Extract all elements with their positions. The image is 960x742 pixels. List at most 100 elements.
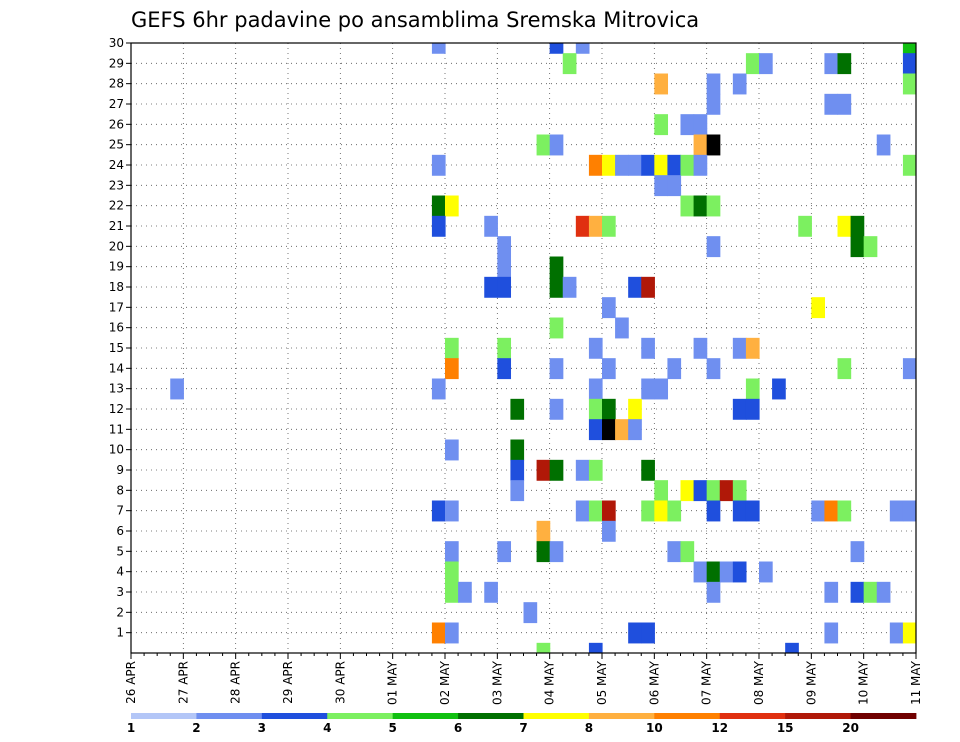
precip-cell: [667, 358, 682, 380]
x-tick-label: 04 MAY: [543, 660, 557, 705]
y-tick-label: 3: [116, 585, 124, 599]
precip-cell: [497, 256, 512, 278]
precip-cell: [549, 317, 564, 339]
y-tick-label: 17: [109, 300, 124, 314]
precip-cell: [445, 439, 459, 461]
precip-cell: [824, 500, 839, 522]
x-tick-label: 02 MAY: [438, 660, 452, 705]
precip-cell: [824, 53, 839, 75]
precip-cell: [837, 500, 852, 522]
precip-cell: [588, 215, 603, 237]
legend-swatch: [261, 713, 328, 719]
precip-cell: [431, 43, 446, 54]
precip-cell: [680, 195, 695, 217]
precip-cell: [693, 480, 708, 502]
precip-cell: [523, 602, 538, 624]
precip-cell: [654, 480, 669, 502]
y-tick-label: 2: [116, 605, 124, 619]
x-tick-label: 06 MAY: [647, 660, 661, 705]
precip-cell: [445, 500, 459, 522]
precip-cell: [536, 459, 551, 481]
precip-cell: [732, 561, 747, 583]
precip-cell: [824, 581, 839, 603]
y-tick-label: 26: [109, 117, 124, 131]
precip-cell: [497, 358, 512, 380]
y-tick-label: 20: [109, 239, 124, 253]
precip-cell: [549, 256, 564, 278]
precip-cell: [837, 93, 852, 115]
precip-cell: [641, 378, 655, 400]
y-axis-ticks: 1234567891011121314151617181920212223242…: [109, 36, 131, 640]
precip-cell: [549, 134, 564, 156]
precip-cell: [431, 622, 446, 644]
precip-cell: [667, 500, 682, 522]
precip-cell: [745, 378, 760, 400]
y-tick-label: 21: [109, 219, 124, 233]
legend-swatch: [196, 713, 263, 719]
legend-swatch: [458, 713, 524, 719]
precip-cell: [510, 459, 525, 481]
precip-cell: [641, 622, 655, 644]
legend-label: 7: [519, 721, 527, 735]
legend-swatch: [785, 713, 851, 719]
y-tick-label: 11: [109, 422, 124, 436]
precip-cell: [536, 520, 551, 542]
precip-cell: [431, 378, 446, 400]
legend-label: 10: [646, 721, 663, 735]
y-tick-label: 25: [109, 138, 124, 152]
x-tick-label: 09 MAY: [804, 660, 818, 705]
precip-cell: [602, 215, 616, 237]
precip-cell: [588, 419, 603, 441]
precip-cell: [536, 541, 551, 563]
precip-cell: [902, 358, 916, 380]
precip-cell: [549, 358, 564, 380]
precip-cell: [628, 622, 642, 644]
legend-label: 8: [585, 721, 593, 735]
precip-cell: [732, 398, 747, 420]
precip-cell: [732, 337, 747, 359]
precip-cell: [837, 53, 852, 75]
precip-cell: [706, 358, 721, 380]
precip-cell: [654, 114, 669, 136]
precip-cell: [863, 236, 878, 258]
y-tick-label: 10: [109, 443, 124, 457]
precip-cell: [641, 459, 655, 481]
precip-cell: [510, 480, 525, 502]
precip-cell: [680, 154, 695, 176]
precip-cell: [628, 419, 642, 441]
precip-cell: [602, 500, 616, 522]
precip-cell: [602, 398, 616, 420]
precip-cell: [549, 541, 564, 563]
precip-cell: [484, 215, 498, 237]
legend-label: 3: [258, 721, 266, 735]
precip-cell: [549, 43, 564, 54]
precip-cell: [536, 134, 551, 156]
precip-cell: [680, 480, 695, 502]
precip-cell: [431, 215, 446, 237]
precip-cell: [445, 541, 459, 563]
precip-cell: [693, 561, 708, 583]
y-tick-label: 29: [109, 56, 124, 70]
precip-cell: [680, 541, 695, 563]
precip-cell: [745, 398, 760, 420]
precip-cell: [745, 337, 760, 359]
y-tick-label: 28: [109, 77, 124, 91]
precip-cell: [484, 276, 498, 298]
y-tick-label: 15: [109, 341, 124, 355]
legend-label: 1: [127, 721, 135, 735]
legend-label: 15: [777, 721, 794, 735]
precip-cell: [445, 561, 459, 583]
x-tick-label: 05 MAY: [595, 660, 609, 705]
plot-frame: [130, 42, 917, 654]
precip-cell: [445, 337, 459, 359]
legend-swatch: [392, 713, 459, 719]
precip-cell: [706, 134, 721, 156]
x-tick-label: 11 MAY: [909, 660, 923, 705]
precip-cell: [902, 73, 916, 95]
legend-label: 5: [388, 721, 396, 735]
y-tick-label: 12: [109, 402, 124, 416]
legend-swatch: [719, 713, 786, 719]
precip-cell: [615, 154, 629, 176]
precip-cell: [536, 642, 551, 653]
legend-label: 12: [711, 721, 728, 735]
